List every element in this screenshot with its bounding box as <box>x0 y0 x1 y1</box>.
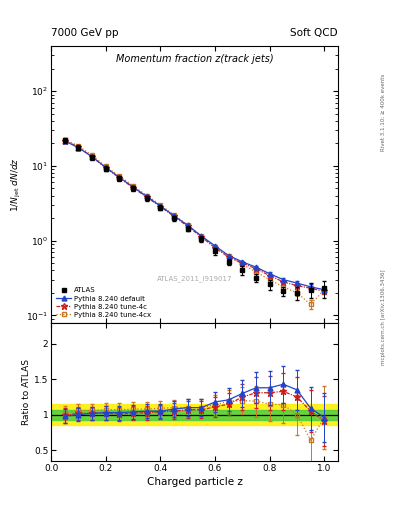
Text: Rivet 3.1.10; ≥ 400k events: Rivet 3.1.10; ≥ 400k events <box>381 74 386 151</box>
Text: Soft QCD: Soft QCD <box>290 28 338 38</box>
X-axis label: Charged particle z: Charged particle z <box>147 477 242 487</box>
Y-axis label: $1/N_{\rm jet}\ dN/dz$: $1/N_{\rm jet}\ dN/dz$ <box>10 157 23 212</box>
Text: Momentum fraction z(track jets): Momentum fraction z(track jets) <box>116 54 274 65</box>
Text: ATLAS_2011_I919017: ATLAS_2011_I919017 <box>157 275 232 282</box>
Text: 7000 GeV pp: 7000 GeV pp <box>51 28 119 38</box>
Text: mcplots.cern.ch [arXiv:1306.3436]: mcplots.cern.ch [arXiv:1306.3436] <box>381 270 386 365</box>
Y-axis label: Ratio to ATLAS: Ratio to ATLAS <box>22 359 31 424</box>
Legend: ATLAS, Pythia 8.240 default, Pythia 8.240 tune-4c, Pythia 8.240 tune-4cx: ATLAS, Pythia 8.240 default, Pythia 8.24… <box>55 286 152 319</box>
